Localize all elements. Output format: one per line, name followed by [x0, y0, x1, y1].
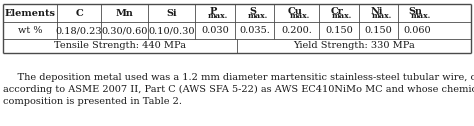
Text: The deposition metal used was a 1.2 mm diameter martensitic stainless-steel tubu: The deposition metal used was a 1.2 mm d…	[5, 73, 474, 82]
Text: 0.30/0.60: 0.30/0.60	[101, 26, 148, 35]
Text: Sn: Sn	[408, 7, 422, 16]
Text: Ni: Ni	[370, 7, 383, 16]
Text: Yield Strength: 330 MPa: Yield Strength: 330 MPa	[293, 41, 415, 51]
Text: 0.035.: 0.035.	[239, 26, 270, 35]
Text: S: S	[249, 7, 256, 16]
Text: 0.150: 0.150	[365, 26, 392, 35]
Text: 0.150: 0.150	[325, 26, 353, 35]
Text: max.: max.	[208, 11, 228, 20]
Text: Si: Si	[166, 8, 177, 18]
Text: Mn: Mn	[116, 8, 134, 18]
Text: 0.18/0.23: 0.18/0.23	[56, 26, 102, 35]
Text: wt %: wt %	[18, 26, 42, 35]
Text: max.: max.	[290, 11, 310, 20]
Text: 0.030: 0.030	[201, 26, 228, 35]
Text: according to ASME 2007 II, Part C (AWS SFA 5-22) as AWS EC410NiMo MC and whose c: according to ASME 2007 II, Part C (AWS S…	[3, 85, 474, 94]
Text: Tensile Strength: 440 MPa: Tensile Strength: 440 MPa	[54, 41, 186, 51]
Text: max.: max.	[410, 11, 431, 20]
Text: max.: max.	[372, 11, 392, 20]
Text: max.: max.	[248, 11, 268, 20]
Text: composition is presented in Table 2.: composition is presented in Table 2.	[3, 97, 182, 106]
Text: 0.10/0.30: 0.10/0.30	[148, 26, 195, 35]
Text: C: C	[75, 8, 83, 18]
Text: max.: max.	[332, 11, 352, 20]
Text: 0.200.: 0.200.	[281, 26, 312, 35]
Text: P: P	[209, 7, 217, 16]
Text: Cu: Cu	[287, 7, 302, 16]
Text: 0.060: 0.060	[403, 26, 431, 35]
Text: Elements: Elements	[4, 8, 55, 18]
Text: Cr: Cr	[330, 7, 343, 16]
